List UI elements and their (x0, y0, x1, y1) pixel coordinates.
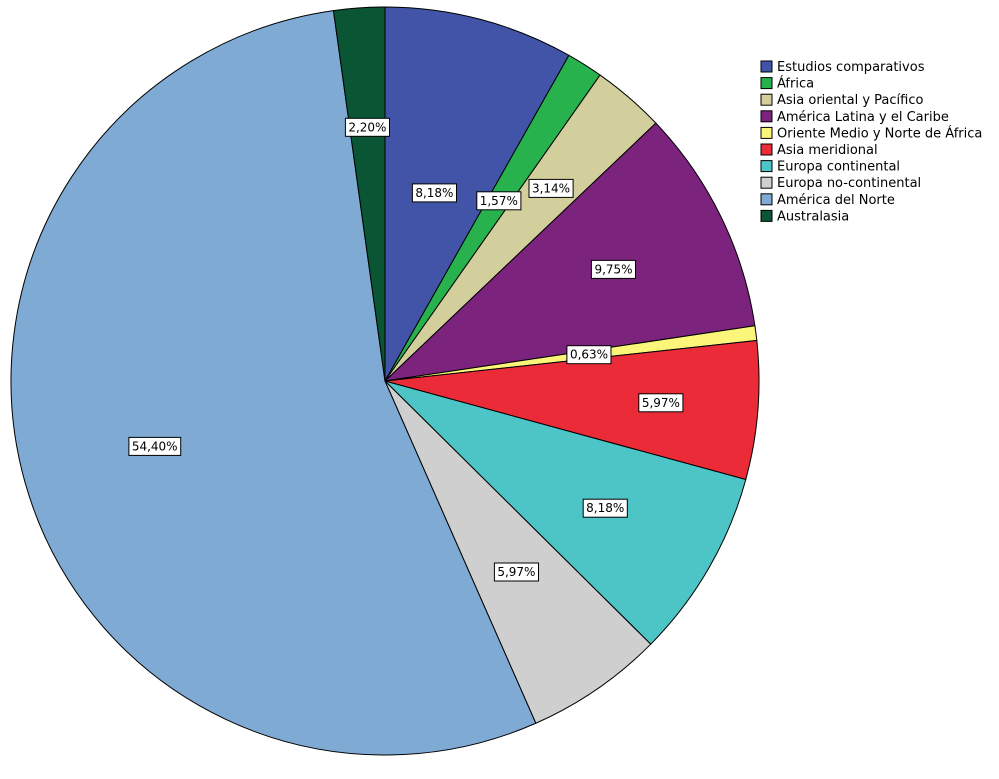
legend-swatch (760, 60, 773, 73)
data-label-text: 2,20% (348, 120, 386, 134)
data-label-box (566, 345, 612, 365)
data-label-text: 8,18% (415, 186, 453, 200)
data-labels: 8,18% 1,57% 3,14% 9,75% 0,63% 5,97% 8,18% 5,97%… (128, 117, 684, 582)
data-label-box (528, 178, 574, 198)
data-label-africa: 1,57% (476, 191, 522, 211)
data-label-oriente-medio-y-norte-de-africa: 0,63% (566, 345, 612, 365)
data-label-box (411, 183, 457, 203)
legend-item-australasia: Australasia (760, 209, 849, 224)
pie-slices (10, 6, 760, 756)
legend-item-estudios-comparativos: Estudios comparativos (760, 60, 925, 75)
legend-swatch (760, 209, 773, 222)
pie-slice-america-latina-y-el-caribe (383, 122, 756, 382)
legend-swatch (760, 143, 773, 156)
legend-label: América Latina y el Caribe (777, 110, 949, 125)
data-label-america-del-norte: 54,40% (128, 436, 182, 456)
data-label-america-latina-y-el-caribe: 9,75% (590, 259, 637, 279)
data-label-box (128, 436, 182, 456)
legend-item-asia-oriental-y-pacifico: Asia oriental y Pacífico (760, 93, 923, 108)
data-label-text: 1,57% (480, 194, 518, 208)
data-label-text: 0,63% (570, 348, 608, 362)
data-label-estudios-comparativos: 8,18% (411, 183, 457, 203)
legend-swatch (760, 126, 773, 139)
legend-item-europa-no-continental: Europa no-continental (760, 176, 921, 191)
legend-label: América del Norte (777, 193, 895, 208)
pie-slice-europa-continental (383, 380, 747, 645)
data-label-box (344, 117, 390, 137)
data-label-box (590, 259, 637, 279)
data-label-asia-meridional: 5,97% (638, 393, 684, 413)
data-label-box (582, 498, 628, 518)
pie-slice-australasia (332, 6, 386, 382)
data-label-text: 54,40% (132, 439, 178, 453)
legend-swatch (760, 110, 773, 123)
legend-label: África (777, 76, 814, 92)
data-label-box (638, 393, 684, 413)
data-label-text: 8,18% (586, 501, 624, 515)
legend-item-oriente-medio-y-norte-de-africa: Oriente Medio y Norte de África (760, 125, 982, 141)
legend-item-africa: África (760, 76, 814, 92)
legend-item-america-del-norte: América del Norte (760, 193, 895, 208)
data-label-text: 5,97% (642, 396, 680, 410)
legend-swatch (760, 193, 773, 206)
legend-label: Australasia (777, 209, 849, 224)
legend-swatch (760, 176, 773, 189)
legend-item-europa-continental: Europa continental (760, 160, 900, 175)
data-label-text: 3,14% (532, 181, 570, 195)
pie-slice-europa-no-continental (384, 380, 652, 724)
data-label-text: 5,97% (497, 565, 535, 579)
pie-slice-asia-meridional (384, 339, 760, 481)
data-label-box (476, 191, 522, 211)
legend-label: Europa no-continental (777, 176, 921, 191)
legend-label: Estudios comparativos (777, 60, 925, 75)
legend-swatch (760, 160, 773, 173)
pie-slice-america-del-norte (10, 10, 537, 756)
legend-label: Oriente Medio y Norte de África (777, 125, 982, 141)
legend-swatch (760, 93, 773, 106)
data-label-asia-oriental-y-pacifico: 3,14% (528, 178, 574, 198)
data-label-europa-continental: 8,18% (582, 498, 628, 518)
legend-item-asia-meridional: Asia meridional (760, 143, 878, 158)
legend-label: Asia oriental y Pacífico (777, 93, 923, 108)
data-label-europa-no-continental: 5,97% (493, 562, 539, 582)
legend-item-america-latina-y-el-caribe: América Latina y el Caribe (760, 110, 949, 125)
legend-swatch (760, 77, 773, 90)
data-label-australasia: 2,20% (344, 117, 390, 137)
data-label-box (493, 562, 539, 582)
legend-label: Europa continental (777, 160, 900, 175)
legend-label: Asia meridional (777, 143, 878, 158)
data-label-text: 9,75% (594, 262, 632, 276)
